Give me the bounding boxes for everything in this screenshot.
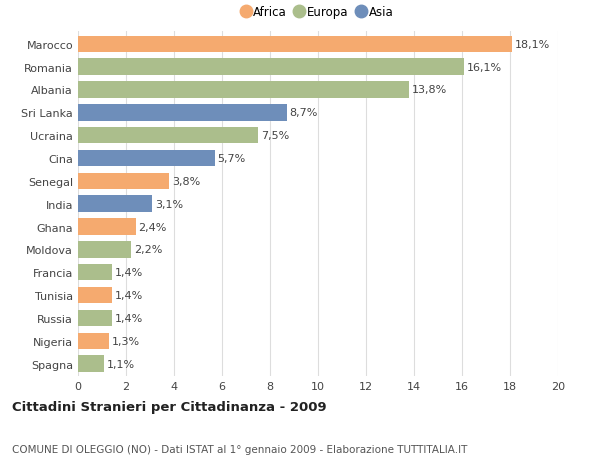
Text: 1,4%: 1,4% <box>115 268 143 278</box>
Text: 5,7%: 5,7% <box>218 154 246 164</box>
Bar <box>78 128 258 144</box>
Bar <box>78 310 112 326</box>
Text: 2,4%: 2,4% <box>139 222 167 232</box>
Text: 18,1%: 18,1% <box>515 39 551 50</box>
Bar <box>78 173 169 190</box>
Bar <box>78 264 112 281</box>
Bar <box>78 151 215 167</box>
Bar <box>78 196 152 213</box>
Text: 1,4%: 1,4% <box>115 291 143 301</box>
Text: 16,1%: 16,1% <box>467 62 502 73</box>
Text: COMUNE DI OLEGGIO (NO) - Dati ISTAT al 1° gennaio 2009 - Elaborazione TUTTITALIA: COMUNE DI OLEGGIO (NO) - Dati ISTAT al 1… <box>12 444 467 454</box>
Text: 1,1%: 1,1% <box>107 359 136 369</box>
Text: 8,7%: 8,7% <box>290 108 318 118</box>
Bar <box>78 356 104 372</box>
Bar <box>78 82 409 99</box>
Bar <box>78 219 136 235</box>
Text: Cittadini Stranieri per Cittadinanza - 2009: Cittadini Stranieri per Cittadinanza - 2… <box>12 400 326 413</box>
Bar <box>78 105 287 121</box>
Bar <box>78 241 131 258</box>
Text: 7,5%: 7,5% <box>261 131 289 141</box>
Text: 13,8%: 13,8% <box>412 85 448 95</box>
Text: 1,4%: 1,4% <box>115 313 143 323</box>
Text: 1,3%: 1,3% <box>112 336 140 346</box>
Bar <box>78 59 464 76</box>
Bar <box>78 333 109 349</box>
Text: 3,1%: 3,1% <box>155 199 184 209</box>
Bar <box>78 287 112 304</box>
Text: 2,2%: 2,2% <box>134 245 162 255</box>
Text: 3,8%: 3,8% <box>172 176 200 186</box>
Bar <box>78 36 512 53</box>
Legend: Africa, Europa, Asia: Africa, Europa, Asia <box>242 6 394 19</box>
